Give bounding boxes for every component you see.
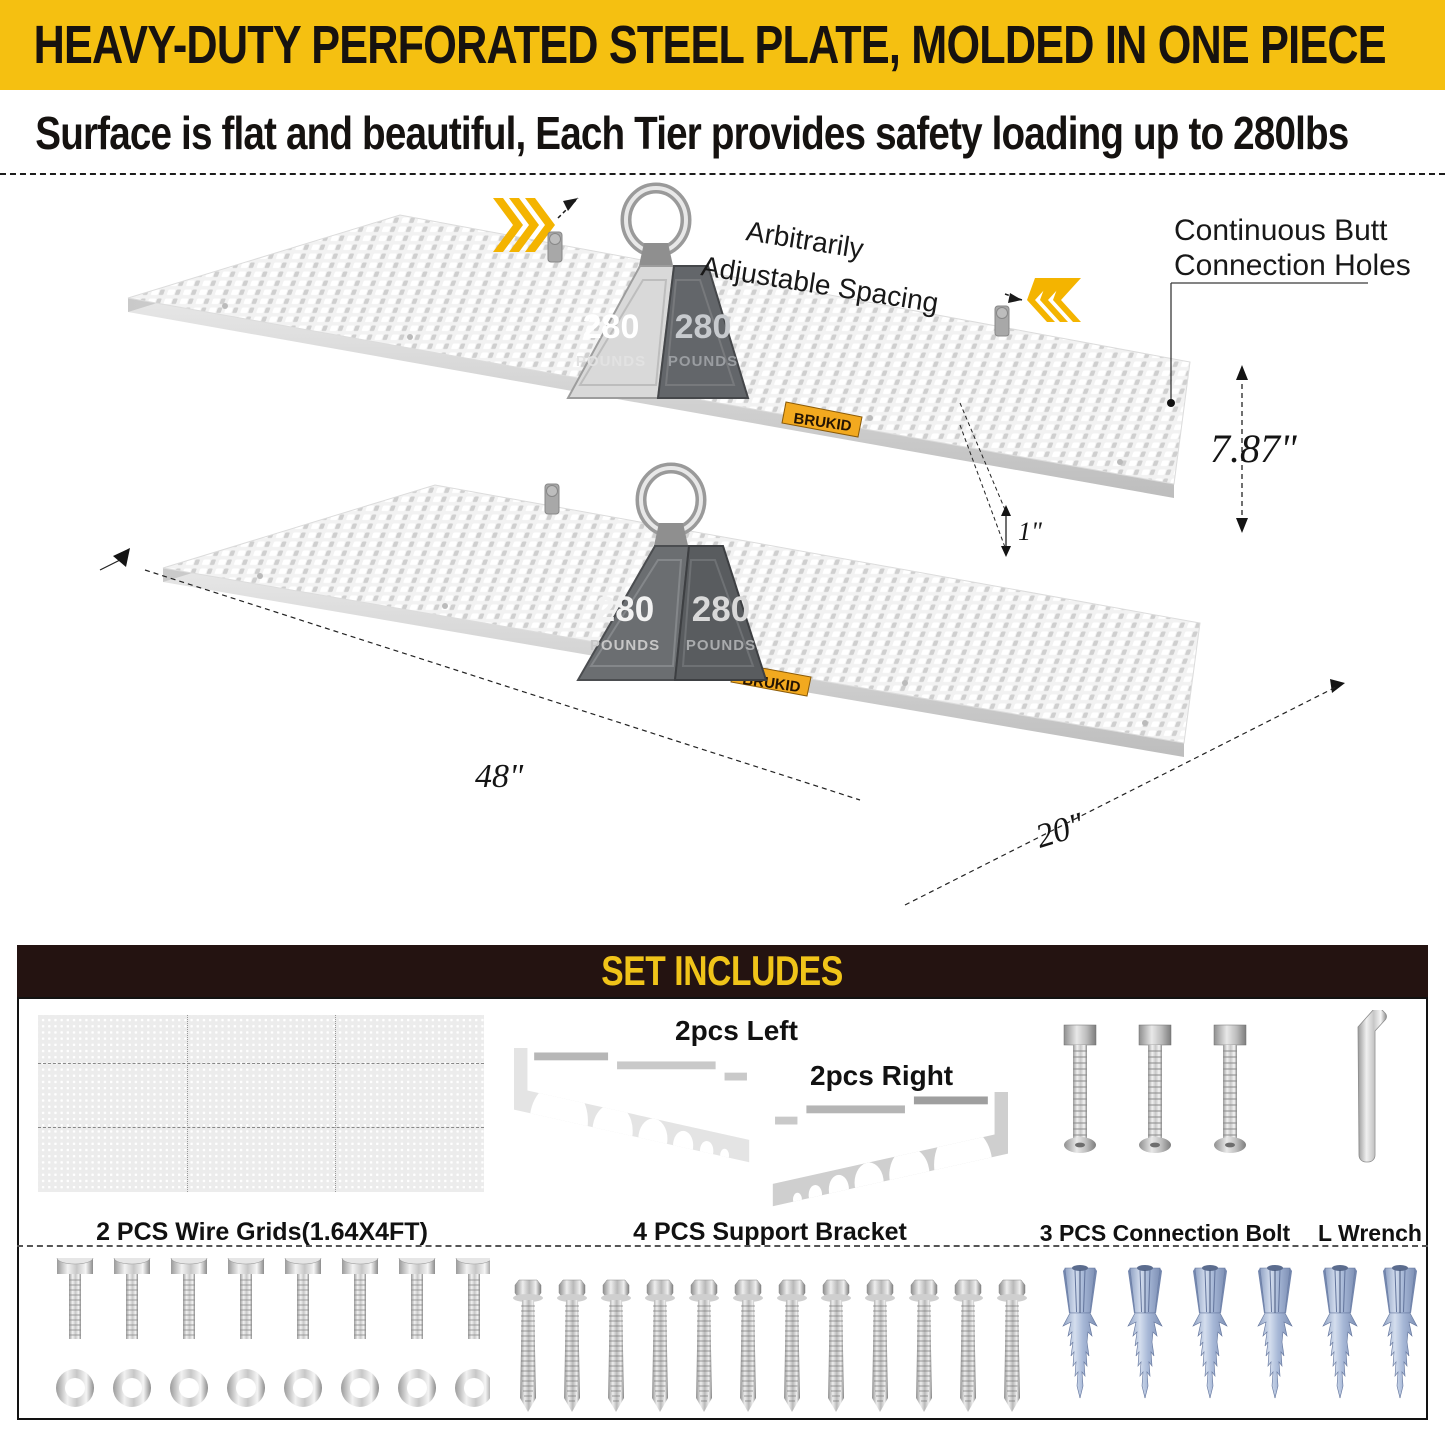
svg-text:POUNDS: POUNDS (668, 353, 738, 370)
svg-text:7.87": 7.87" (1210, 426, 1297, 471)
svg-text:Arbitrarily: Arbitrarily (744, 215, 866, 264)
svg-text:48": 48" (475, 758, 524, 795)
svg-text:280: 280 (596, 590, 654, 629)
svg-text:20": 20" (1032, 806, 1090, 856)
svg-text:2pcs Right: 2pcs Right (810, 1060, 953, 1091)
svg-text:POUNDS: POUNDS (686, 637, 756, 654)
svg-text:2pcs Left: 2pcs Left (675, 1015, 798, 1046)
svg-text:POUNDS: POUNDS (576, 353, 646, 370)
svg-text:Continuous Butt: Continuous Butt (1174, 214, 1388, 247)
svg-text:280: 280 (583, 308, 640, 346)
svg-text:Connection Holes: Connection Holes (1174, 249, 1411, 282)
svg-text:280: 280 (692, 590, 750, 629)
svg-text:1": 1" (1018, 517, 1042, 546)
svg-text:280: 280 (675, 308, 732, 346)
svg-text:POUNDS: POUNDS (590, 637, 660, 654)
